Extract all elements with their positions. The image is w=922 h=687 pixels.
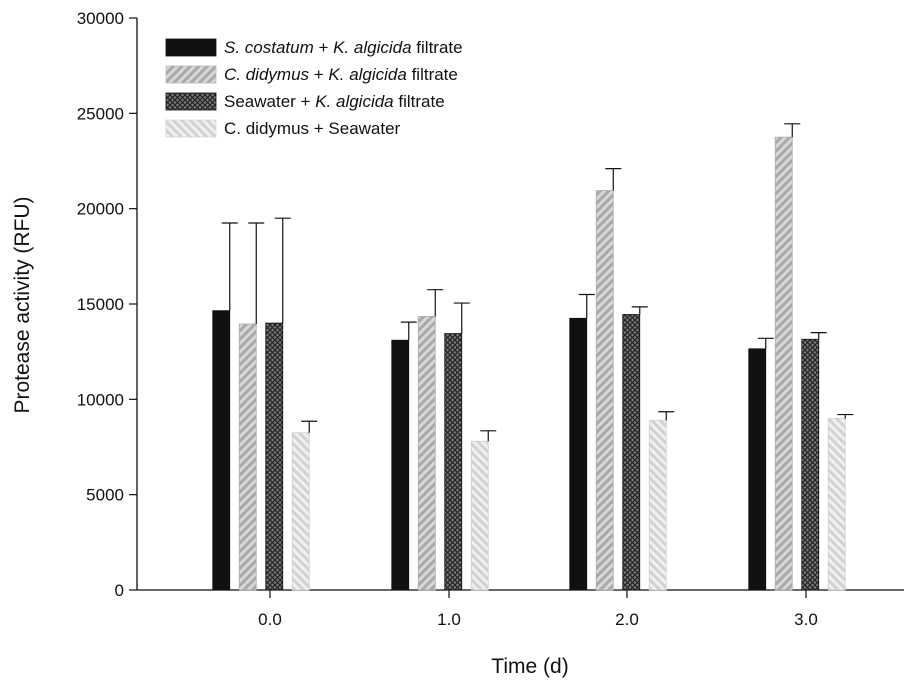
bar-series-4-0.0 bbox=[291, 432, 310, 591]
legend-label-part: + bbox=[309, 65, 328, 84]
x-tick-label: 3.0 bbox=[794, 610, 818, 629]
bars bbox=[212, 136, 846, 591]
bar-series-1-3.0 bbox=[748, 348, 767, 591]
bar-series-4-2.0 bbox=[648, 419, 667, 591]
legend-label-part: K. algicida bbox=[333, 38, 411, 57]
bar-series-4-3.0 bbox=[827, 417, 846, 591]
legend-swatch-series-4 bbox=[165, 119, 217, 138]
legend-label-part: filtrate bbox=[394, 92, 445, 111]
legend-label-series-1: S. costatum + K. algicida filtrate bbox=[224, 38, 463, 57]
bar-series-3-3.0 bbox=[801, 338, 820, 591]
y-axis-title: Protease activity (RFU) bbox=[11, 196, 34, 413]
legend-swatch-series-3 bbox=[165, 92, 217, 111]
x-tick-label: 2.0 bbox=[615, 610, 639, 629]
legend-label-part: K. algicida bbox=[328, 65, 406, 84]
legend-swatch-series-2 bbox=[165, 65, 217, 84]
y-ticks: 0 5000 10000 15000 20000 25000 30000 bbox=[77, 9, 137, 600]
x-ticks: 0.0 1.0 2.0 3.0 bbox=[258, 590, 818, 629]
error-bars bbox=[221, 123, 854, 442]
bar-series-1-0.0 bbox=[212, 310, 231, 591]
bar-series-2-2.0 bbox=[595, 190, 614, 591]
x-tick-label: 0.0 bbox=[258, 610, 282, 629]
bar-series-3-1.0 bbox=[444, 333, 463, 591]
legend-label-series-2: C. didymus + K. algicida filtrate bbox=[224, 65, 458, 84]
bar-series-3-2.0 bbox=[622, 314, 641, 591]
bar-series-2-1.0 bbox=[417, 315, 436, 591]
y-tick-label: 10000 bbox=[77, 390, 124, 409]
legend-label-series-3: Seawater + K. algicida filtrate bbox=[224, 92, 445, 111]
bar-series-2-3.0 bbox=[774, 136, 793, 591]
legend-label-part: filtrate bbox=[407, 65, 458, 84]
y-tick-label: 25000 bbox=[77, 104, 124, 123]
bar-series-3-0.0 bbox=[265, 322, 284, 591]
y-tick-label: 5000 bbox=[86, 486, 124, 505]
x-axis-title: Time (d) bbox=[491, 655, 568, 678]
legend-label-part: Seawater + bbox=[224, 92, 315, 111]
legend-label-part: S. costatum bbox=[224, 38, 314, 57]
bar-series-1-1.0 bbox=[391, 339, 410, 591]
y-tick-label: 30000 bbox=[77, 9, 124, 28]
legend-swatch-series-1 bbox=[165, 38, 217, 57]
y-tick-label: 0 bbox=[115, 581, 124, 600]
legend-label-part: K. algicida bbox=[315, 92, 393, 111]
legend-label-part: C. didymus + Seawater bbox=[224, 119, 401, 138]
legend-label-part: + bbox=[314, 38, 333, 57]
legend-label-part: filtrate bbox=[412, 38, 463, 57]
legend-label-part: C. didymus bbox=[224, 65, 310, 84]
bar-series-4-1.0 bbox=[470, 440, 489, 591]
y-tick-label: 20000 bbox=[77, 200, 124, 219]
bar-series-2-0.0 bbox=[238, 323, 257, 591]
x-tick-label: 1.0 bbox=[437, 610, 461, 629]
legend-label-series-4: C. didymus + Seawater bbox=[224, 119, 401, 138]
bar-series-1-2.0 bbox=[569, 317, 588, 591]
y-tick-label: 15000 bbox=[77, 295, 124, 314]
